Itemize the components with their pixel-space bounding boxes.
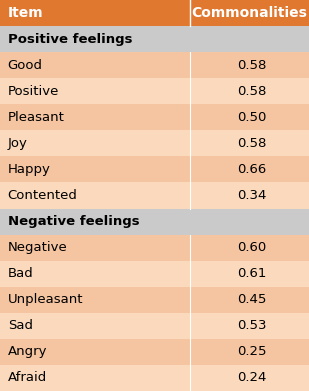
Bar bbox=[0, 130, 190, 156]
Text: 0.58: 0.58 bbox=[237, 59, 267, 72]
Text: Joy: Joy bbox=[8, 137, 28, 150]
Text: 0.61: 0.61 bbox=[237, 267, 267, 280]
Text: 0.66: 0.66 bbox=[237, 163, 267, 176]
Bar bbox=[0, 0, 190, 26]
Text: Positive feelings: Positive feelings bbox=[8, 32, 132, 46]
Bar bbox=[0, 183, 190, 208]
Text: 0.45: 0.45 bbox=[237, 293, 267, 306]
Bar bbox=[0, 261, 190, 287]
Bar bbox=[0, 78, 190, 104]
Text: Pleasant: Pleasant bbox=[8, 111, 65, 124]
Text: 0.58: 0.58 bbox=[237, 137, 267, 150]
Text: Sad: Sad bbox=[8, 319, 33, 332]
Text: Commonalities: Commonalities bbox=[192, 6, 307, 20]
Bar bbox=[190, 104, 309, 130]
Bar bbox=[0, 235, 190, 261]
Text: Happy: Happy bbox=[8, 163, 51, 176]
Bar bbox=[190, 130, 309, 156]
Text: 0.34: 0.34 bbox=[237, 189, 267, 202]
Bar bbox=[0, 104, 190, 130]
Bar bbox=[190, 208, 309, 235]
Text: Negative: Negative bbox=[8, 241, 67, 254]
Text: Negative feelings: Negative feelings bbox=[8, 215, 139, 228]
Text: Positive: Positive bbox=[8, 85, 59, 98]
Text: Unpleasant: Unpleasant bbox=[8, 293, 83, 306]
Text: Item: Item bbox=[8, 6, 43, 20]
Text: 0.58: 0.58 bbox=[237, 85, 267, 98]
Bar bbox=[190, 183, 309, 208]
Text: Bad: Bad bbox=[8, 267, 33, 280]
Bar bbox=[190, 78, 309, 104]
Text: Contented: Contented bbox=[8, 189, 78, 202]
Bar bbox=[190, 313, 309, 339]
Bar bbox=[0, 26, 190, 52]
Bar bbox=[190, 0, 309, 26]
Text: Angry: Angry bbox=[8, 345, 47, 359]
Bar bbox=[0, 208, 190, 235]
Bar bbox=[190, 156, 309, 183]
Bar bbox=[190, 26, 309, 52]
Bar bbox=[0, 339, 190, 365]
Text: 0.53: 0.53 bbox=[237, 319, 267, 332]
Text: 0.25: 0.25 bbox=[237, 345, 267, 359]
Bar bbox=[190, 52, 309, 78]
Bar bbox=[0, 52, 190, 78]
Bar bbox=[0, 313, 190, 339]
Text: Good: Good bbox=[8, 59, 43, 72]
Bar bbox=[190, 235, 309, 261]
Text: 0.50: 0.50 bbox=[237, 111, 267, 124]
Bar bbox=[0, 365, 190, 391]
Text: Afraid: Afraid bbox=[8, 371, 47, 384]
Bar bbox=[190, 339, 309, 365]
Text: 0.60: 0.60 bbox=[237, 241, 267, 254]
Bar bbox=[0, 156, 190, 183]
Text: 0.24: 0.24 bbox=[237, 371, 267, 384]
Bar bbox=[0, 287, 190, 313]
Bar bbox=[190, 365, 309, 391]
Bar bbox=[190, 261, 309, 287]
Bar bbox=[190, 287, 309, 313]
